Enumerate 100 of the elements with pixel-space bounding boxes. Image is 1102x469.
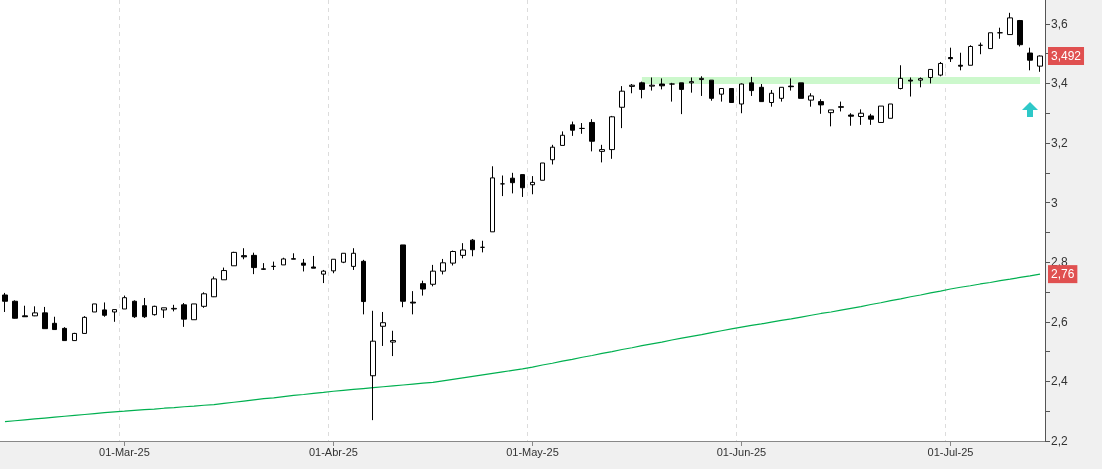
candlestick [958,52,963,71]
candlestick [331,258,336,274]
candlestick [2,292,8,313]
annotation: 2,76 [1051,267,1075,282]
candlestick [321,269,326,284]
candlestick [410,290,416,315]
candlestick [788,77,794,92]
candlestick [978,42,983,55]
candlestick [32,305,38,317]
candlestick [589,118,595,152]
candlestick [988,32,993,50]
candlestick [560,130,565,146]
candlestick [291,252,296,260]
candlestick [679,82,684,115]
candlestick [938,61,943,77]
candlestick [380,311,386,347]
candlestick [102,301,107,318]
candlestick [152,305,157,317]
candlestick [838,101,844,112]
candlestick [779,86,784,103]
candlestick [749,76,754,97]
x-tick-label: 01-Mar-25 [99,445,150,458]
candlestick [500,175,505,197]
candlestick [659,77,665,90]
candlestick [12,299,18,320]
y-tick-label: 3 [1051,195,1058,210]
candlestick [361,259,366,315]
candlestick [122,295,127,310]
candlestick [420,280,426,297]
candlestick [639,81,645,99]
x-tick-label: 01-Jun-25 [716,445,767,458]
candlestick [928,68,933,84]
candlestick [1007,12,1013,36]
candlestick [649,76,655,92]
candlestick [311,255,316,269]
candlestick [460,242,466,259]
candlestick [709,79,714,102]
candlestick [301,258,306,272]
candlestick [370,310,376,421]
candlestick [828,109,834,127]
candlestick [251,252,257,275]
candlestick [221,267,227,281]
candlestick [570,121,575,137]
candlestick [42,306,48,330]
candlestick [440,258,446,275]
candlestick [818,98,824,115]
candlestick [699,75,704,97]
candlestick [201,291,207,309]
candlestick [211,276,217,298]
y-tick-label: 3,4 [1051,76,1069,91]
candlestick [848,112,854,127]
candlestick [82,315,87,334]
candlestick [530,175,535,195]
candlestick [480,240,485,253]
candlestick [968,44,973,66]
x-tick-label: 01-Jul-25 [927,445,974,458]
y-tick-label: 3,2 [1051,136,1069,151]
candlestick [181,302,187,328]
candlestick [191,303,197,321]
candlestick [798,82,804,99]
candlestick [629,83,635,94]
candlestick [808,92,814,108]
y-tick-label: 3,6 [1051,16,1069,31]
candlestick [171,304,177,312]
candlestick [868,113,874,126]
candlestick [341,252,346,264]
candlestick [540,162,545,181]
candlestick [579,122,585,135]
y-tick-label: 2,6 [1051,314,1069,329]
y-tick-label: 2,4 [1051,374,1069,389]
candlestick [729,88,734,103]
candlestick [689,76,694,94]
candlestick [550,144,555,165]
candlestick [888,103,893,119]
candlestick [948,47,953,63]
candlestick [241,247,247,260]
candlestick [62,326,67,342]
candlestick [281,257,286,266]
candlestick [599,144,605,163]
candlestick [510,172,515,194]
candlestick [918,76,923,88]
candlestick [1027,47,1033,71]
y-tick-label: 2,2 [1051,434,1069,448]
candlestick [759,83,764,103]
candlestick [669,82,675,103]
candlestick [142,297,147,319]
candlestick [769,89,774,108]
x-tick-label: 01-May-25 [506,445,559,458]
candlestick [351,247,356,271]
x-tick-label: 01-Abr-25 [308,445,358,458]
candlestick [520,174,525,198]
candlestick [22,305,28,318]
candlestick [1017,19,1023,47]
candlestick [261,262,266,271]
candlestick [997,27,1003,40]
candlestick [878,105,884,123]
candlestick [619,85,625,129]
candlestick [490,165,495,233]
candlestick [470,238,475,257]
candlestick [450,250,456,266]
